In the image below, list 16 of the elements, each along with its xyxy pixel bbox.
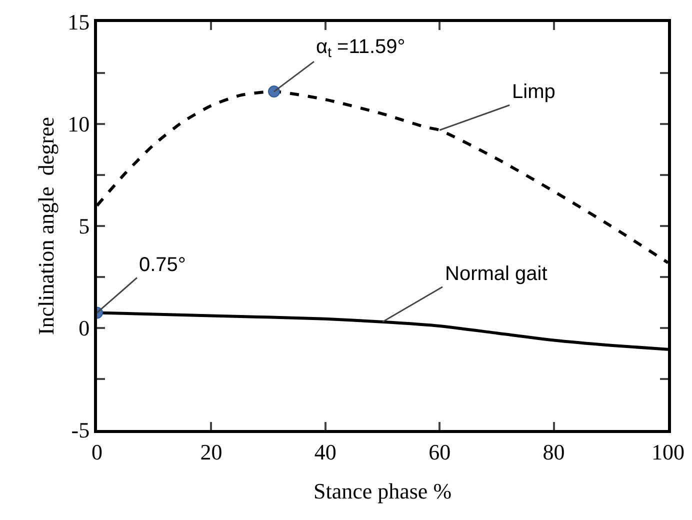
x-tick-label: 40 (314, 439, 336, 464)
annotation: 0.75° (139, 254, 186, 276)
annotation: α$_{t}$ =11.59° (316, 36, 406, 60)
x-tick-label: 80 (542, 439, 565, 464)
x-tick-label: 20 (200, 439, 222, 464)
text: Normal gait (445, 263, 548, 285)
x-axis-title: Stance phase % (313, 478, 452, 504)
y-tick-label: -5 (71, 418, 90, 443)
x-tick-label: 60 (428, 439, 451, 464)
y-tick-label: 5 (78, 214, 90, 239)
y-tick-label: 15 (68, 10, 90, 35)
y-axis-title: Inclination angle degree (33, 116, 58, 336)
text: Limp (512, 81, 556, 103)
y-tick-label: 0 (78, 316, 90, 341)
x-tick-label: 100 (652, 439, 684, 464)
y-tick-label: 10 (68, 112, 90, 137)
